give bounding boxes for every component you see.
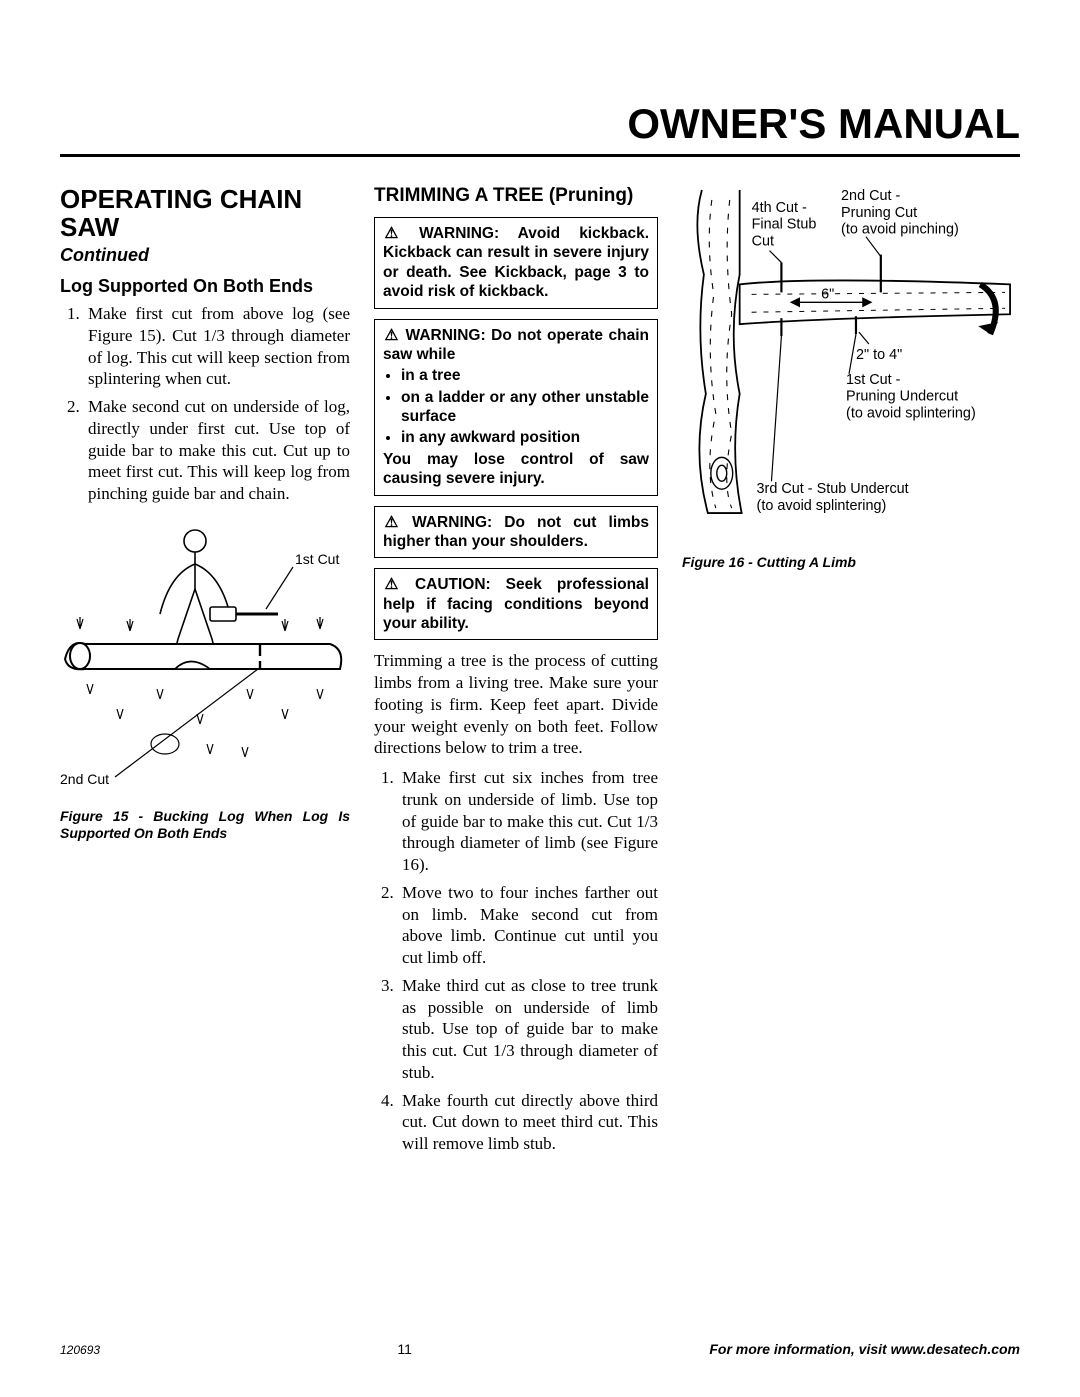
page-footer: 120693 11 For more information, visit ww… <box>60 1341 1020 1357</box>
fig16-4th-label-l1: 4th Cut - <box>752 200 807 216</box>
warning-icon: ⚠ <box>383 575 400 594</box>
figure-15-svg: 1st Cut <box>60 519 350 799</box>
page-header: OWNER'S MANUAL <box>60 100 1020 157</box>
footer-page-number: 11 <box>100 1341 709 1357</box>
col2-step-2: Move two to four inches farther out on l… <box>398 882 658 969</box>
warning-operate-tail: You may lose control of saw causing seve… <box>383 451 649 487</box>
trimming-paragraph: Trimming a tree is the process of cuttin… <box>374 650 658 759</box>
col1-steps: Make first cut from above log (see Figur… <box>60 303 350 505</box>
figure-16-svg: 4th Cut - Final Stub Cut 2nd Cut - Pruni… <box>682 185 1020 543</box>
figure-15-caption: Figure 15 - Bucking Log When Log Is Supp… <box>60 808 350 843</box>
col2-step-4: Make fourth cut directly above third cut… <box>398 1090 658 1155</box>
warning-icon: ⚠ <box>383 224 400 243</box>
warning-icon: ⚠ <box>383 326 400 345</box>
page: OWNER'S MANUAL OPERATING CHAIN SAW Conti… <box>0 0 1080 1397</box>
fig16-6in: 6" <box>821 286 834 302</box>
fig16-1st-l3: (to avoid splintering) <box>846 406 976 422</box>
fig16-1st-l2: Pruning Undercut <box>846 389 958 405</box>
footer-docnum: 120693 <box>60 1343 100 1357</box>
fig16-4th-label-l2: Final Stub <box>752 217 817 233</box>
warning-kickback-text: WARNING: Avoid kickback. Kickback can re… <box>383 225 649 300</box>
figure-16-caption: Figure 16 - Cutting A Limb <box>682 554 1020 572</box>
footer-info: For more information, visit www.desatech… <box>709 1341 1020 1357</box>
caution-box: ⚠ CAUTION: Seek professional help if fac… <box>374 568 658 640</box>
warning-operate-item-3: in any awkward position <box>401 428 649 447</box>
col2-steps: Make first cut six inches from tree trun… <box>374 767 658 1155</box>
warning-operate-lead: WARNING: Do not operate chain saw while <box>383 327 649 363</box>
caution-text: CAUTION: Seek professional help if facin… <box>383 576 649 632</box>
column-1: OPERATING CHAIN SAW Continued Log Suppor… <box>60 185 350 1161</box>
fig16-3rd-l1: 3rd Cut - Stub Undercut <box>757 481 909 497</box>
continued-label: Continued <box>60 245 350 266</box>
col1-step-2: Make second cut on underside of log, dir… <box>84 396 350 505</box>
fig16-2nd-label-l3: (to avoid pinching) <box>841 222 959 238</box>
fig16-1st-l1: 1st Cut - <box>846 372 901 388</box>
fig16-2nd-label-l2: Pruning Cut <box>841 205 917 221</box>
warning-kickback: ⚠ WARNING: Avoid kickback. Kickback can … <box>374 217 658 309</box>
warning-operate-item-2: on a ladder or any other unstable surfac… <box>401 388 649 427</box>
figure-15: 1st Cut <box>60 519 350 843</box>
subhead-log-supported: Log Supported On Both Ends <box>60 276 350 297</box>
col2-step-3: Make third cut as close to tree trunk as… <box>398 975 658 1084</box>
warning-limbs-text: WARNING: Do not cut limbs higher than yo… <box>383 514 649 550</box>
col1-step-1: Make first cut from above log (see Figur… <box>84 303 350 390</box>
warning-operate: ⚠ WARNING: Do not operate chain saw whil… <box>374 319 658 496</box>
section-title: OPERATING CHAIN SAW <box>60 185 350 241</box>
fig15-1st-cut-label: 1st Cut <box>295 551 339 567</box>
columns: OPERATING CHAIN SAW Continued Log Suppor… <box>60 185 1020 1161</box>
fig16-3rd-l2: (to avoid splintering) <box>757 498 887 514</box>
fig16-4th-label-l3: Cut <box>752 234 774 250</box>
warning-icon: ⚠ <box>383 513 400 532</box>
warning-operate-list: in a tree on a ladder or any other unsta… <box>383 366 649 448</box>
col2-step-1: Make first cut six inches from tree trun… <box>398 767 658 876</box>
warning-operate-item-1: in a tree <box>401 366 649 385</box>
fig16-2to4: 2" to 4" <box>856 347 902 363</box>
column-3: 4th Cut - Final Stub Cut 2nd Cut - Pruni… <box>682 185 1020 1161</box>
column-2: TRIMMING A TREE (Pruning) ⚠ WARNING: Avo… <box>374 185 658 1161</box>
warning-limbs: ⚠ WARNING: Do not cut limbs higher than … <box>374 506 658 559</box>
fig16-2nd-label-l1: 2nd Cut - <box>841 188 900 204</box>
subhead-trimming: TRIMMING A TREE (Pruning) <box>374 185 658 207</box>
fig15-2nd-cut-label: 2nd Cut <box>60 771 109 787</box>
